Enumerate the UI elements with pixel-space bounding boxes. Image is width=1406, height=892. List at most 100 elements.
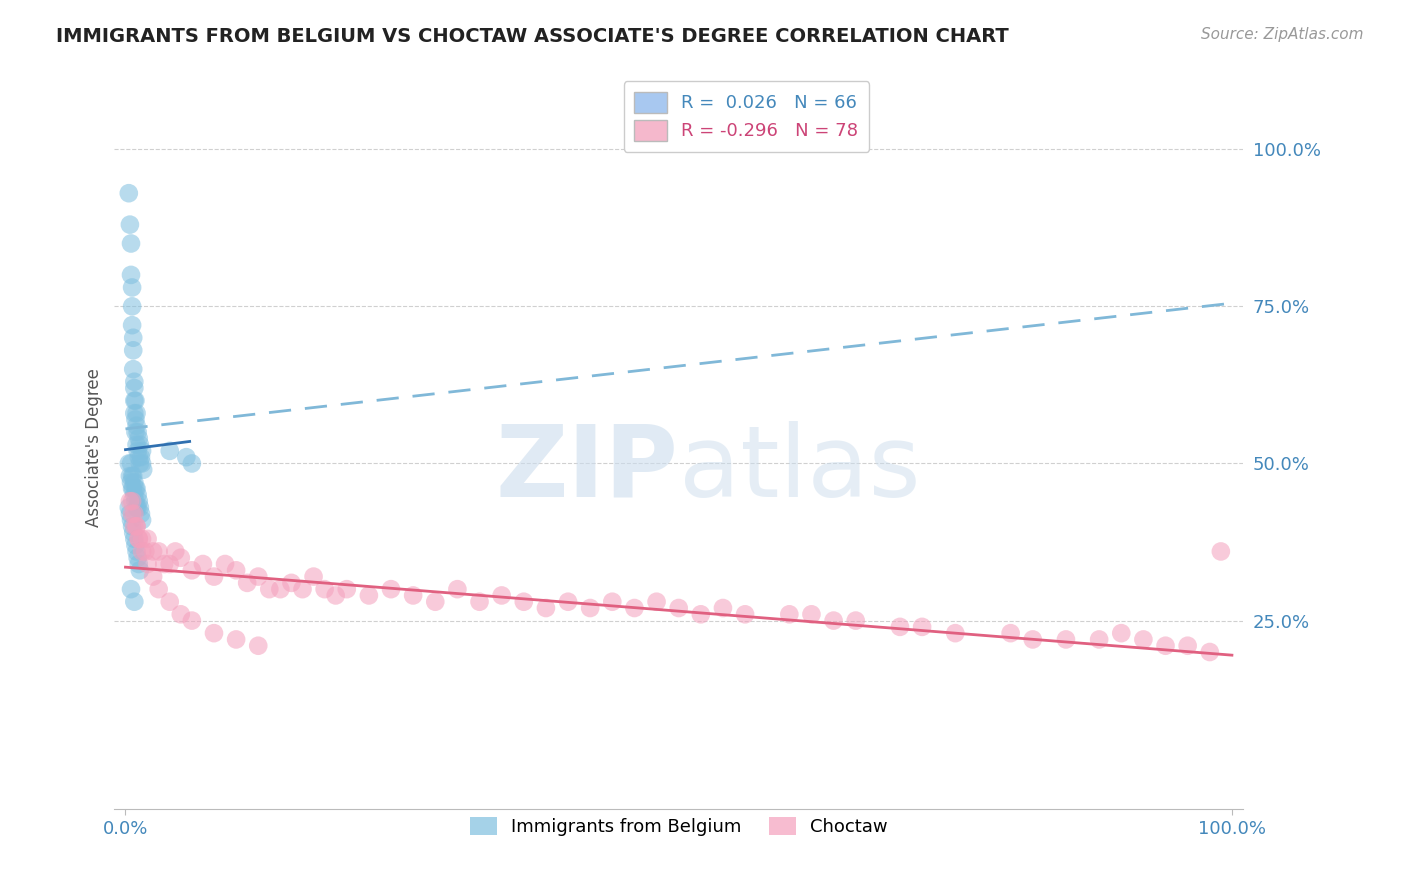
Point bbox=[131, 513, 153, 527]
Point bbox=[153, 557, 176, 571]
Point bbox=[128, 557, 150, 571]
Point bbox=[127, 500, 149, 515]
Point bbox=[468, 595, 491, 609]
Text: Source: ZipAtlas.com: Source: ZipAtlas.com bbox=[1201, 27, 1364, 42]
Point bbox=[236, 575, 259, 590]
Point bbox=[689, 607, 711, 622]
Point bbox=[125, 406, 148, 420]
Point bbox=[734, 607, 756, 622]
Point bbox=[122, 343, 145, 358]
Point bbox=[132, 463, 155, 477]
Point bbox=[128, 563, 150, 577]
Point bbox=[131, 544, 153, 558]
Point bbox=[1022, 632, 1045, 647]
Point bbox=[118, 469, 141, 483]
Point bbox=[124, 412, 146, 426]
Point bbox=[600, 595, 623, 609]
Point bbox=[125, 437, 148, 451]
Point bbox=[170, 550, 193, 565]
Point bbox=[120, 475, 142, 490]
Text: IMMIGRANTS FROM BELGIUM VS CHOCTAW ASSOCIATE'S DEGREE CORRELATION CHART: IMMIGRANTS FROM BELGIUM VS CHOCTAW ASSOC… bbox=[56, 27, 1010, 45]
Point bbox=[159, 595, 181, 609]
Point bbox=[180, 457, 202, 471]
Point bbox=[1000, 626, 1022, 640]
Point bbox=[124, 475, 146, 490]
Point bbox=[127, 443, 149, 458]
Point bbox=[124, 425, 146, 439]
Point bbox=[125, 500, 148, 515]
Point bbox=[121, 299, 143, 313]
Point bbox=[180, 563, 202, 577]
Point bbox=[134, 544, 156, 558]
Point bbox=[121, 318, 143, 333]
Point bbox=[380, 582, 402, 596]
Point bbox=[148, 544, 170, 558]
Y-axis label: Associate's Degree: Associate's Degree bbox=[86, 368, 103, 527]
Point bbox=[446, 582, 468, 596]
Point bbox=[124, 595, 146, 609]
Point bbox=[125, 482, 148, 496]
Legend: Immigrants from Belgium, Choctaw: Immigrants from Belgium, Choctaw bbox=[463, 810, 896, 844]
Point bbox=[127, 550, 149, 565]
Point bbox=[1088, 632, 1111, 647]
Point bbox=[142, 544, 165, 558]
Point bbox=[225, 563, 247, 577]
Point bbox=[491, 589, 513, 603]
Point bbox=[1132, 632, 1154, 647]
Point bbox=[513, 595, 536, 609]
Point bbox=[148, 582, 170, 596]
Point bbox=[302, 569, 325, 583]
Point bbox=[1154, 639, 1177, 653]
Point bbox=[534, 601, 557, 615]
Text: atlas: atlas bbox=[679, 421, 921, 518]
Point bbox=[129, 450, 152, 465]
Point bbox=[124, 375, 146, 389]
Point bbox=[1209, 544, 1232, 558]
Point bbox=[128, 532, 150, 546]
Text: ZIP: ZIP bbox=[496, 421, 679, 518]
Point bbox=[124, 532, 146, 546]
Point bbox=[122, 362, 145, 376]
Point bbox=[124, 406, 146, 420]
Point bbox=[128, 450, 150, 465]
Point bbox=[121, 469, 143, 483]
Point bbox=[180, 614, 202, 628]
Point bbox=[202, 626, 225, 640]
Point bbox=[128, 494, 150, 508]
Point bbox=[131, 457, 153, 471]
Point bbox=[121, 507, 143, 521]
Point bbox=[823, 614, 845, 628]
Point bbox=[1198, 645, 1220, 659]
Point bbox=[125, 544, 148, 558]
Point bbox=[120, 457, 142, 471]
Point bbox=[314, 582, 336, 596]
Point bbox=[176, 450, 198, 465]
Point bbox=[280, 575, 302, 590]
Point bbox=[124, 507, 146, 521]
Point bbox=[247, 639, 270, 653]
Point bbox=[668, 601, 690, 615]
Point bbox=[170, 607, 193, 622]
Point bbox=[121, 280, 143, 294]
Point bbox=[336, 582, 359, 596]
Point bbox=[124, 494, 146, 508]
Point bbox=[357, 589, 380, 603]
Point bbox=[118, 507, 141, 521]
Point bbox=[142, 569, 165, 583]
Point bbox=[136, 532, 159, 546]
Point bbox=[122, 482, 145, 496]
Point bbox=[165, 544, 187, 558]
Point bbox=[1054, 632, 1077, 647]
Point bbox=[120, 236, 142, 251]
Point bbox=[645, 595, 668, 609]
Point bbox=[118, 186, 141, 201]
Point bbox=[125, 519, 148, 533]
Point bbox=[124, 393, 146, 408]
Point bbox=[118, 494, 141, 508]
Point bbox=[911, 620, 934, 634]
Point bbox=[131, 443, 153, 458]
Point bbox=[225, 632, 247, 647]
Point bbox=[124, 538, 146, 552]
Point bbox=[1109, 626, 1132, 640]
Point bbox=[121, 482, 143, 496]
